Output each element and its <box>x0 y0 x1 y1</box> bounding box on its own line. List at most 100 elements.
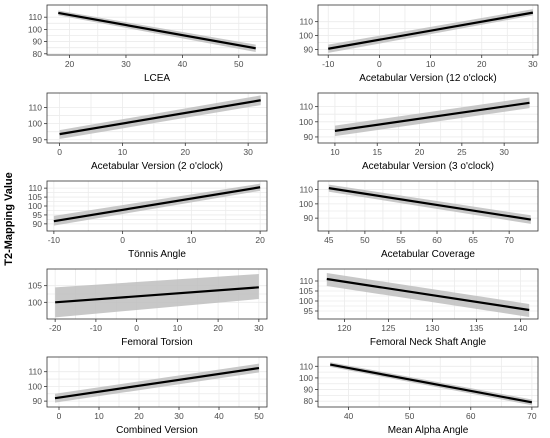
x-tick-label: 50 <box>234 59 244 69</box>
y-tick-label: 100 <box>299 199 313 209</box>
regression-line <box>53 186 261 223</box>
panel-border <box>46 92 268 144</box>
x-tick-label: 135 <box>469 323 483 333</box>
x-tick-label: 0 <box>57 147 62 157</box>
x-axis-label: Acetabular Coverage <box>381 249 475 260</box>
chart-panel-9: 0 10 20 30 40 50 90 100 110 Combined Version <box>28 356 268 436</box>
y-tick-label: 105 <box>28 281 42 291</box>
panel-border <box>317 268 539 320</box>
x-axis-label: Combined Version <box>116 425 198 436</box>
y-tick-label: 100 <box>28 297 42 307</box>
y-tick-label: 110 <box>299 17 313 27</box>
x-tick-label: 0 <box>120 235 125 245</box>
x-tick-label: 0 <box>134 323 139 333</box>
x-tick-label: 10 <box>173 323 183 333</box>
y-tick-label: 100 <box>299 31 313 41</box>
x-tick-label: 30 <box>499 147 509 157</box>
chart-panel-6: 45 50 55 60 65 70 90 100 110 Acetabular Coverage <box>299 180 539 260</box>
x-tick-label: -10 <box>90 323 103 333</box>
x-tick-label: 30 <box>254 323 264 333</box>
y-tick-label: 110 <box>299 102 313 112</box>
x-tick-label: 10 <box>330 147 340 157</box>
x-tick-label: 50 <box>360 235 370 245</box>
x-tick-label: 50 <box>254 411 264 421</box>
x-tick-label: 20 <box>477 59 487 69</box>
x-tick-label: 15 <box>372 147 382 157</box>
y-tick-label: 90 <box>33 219 43 229</box>
panel-border <box>317 356 539 408</box>
x-tick-label: 40 <box>178 59 188 69</box>
panel-border <box>46 4 268 56</box>
x-axis-label: LCEA <box>144 73 170 84</box>
y-tick-label: 110 <box>28 183 42 193</box>
chart-panel-3: 0 10 20 30 90 100 110 Acetabular Version (2 o'c… <box>28 92 268 172</box>
chart-panel-7: -20 -10 0 10 20 30 100 105 Femoral Torsion <box>28 268 268 348</box>
y-tick-label: 90 <box>304 385 314 395</box>
x-tick-label: 30 <box>174 411 184 421</box>
chart-panel-2: -10 0 10 20 30 90 100 110 Acetabular Version (12… <box>299 4 539 84</box>
x-tick-label: 20 <box>65 59 75 69</box>
x-tick-label: 130 <box>425 323 439 333</box>
y-tick-label: 105 <box>28 192 42 202</box>
x-tick-label: 0 <box>377 59 382 69</box>
y-tick-label: 110 <box>28 12 42 22</box>
y-tick-label: 80 <box>33 49 43 59</box>
x-tick-label: 20 <box>213 323 223 333</box>
x-tick-label: -20 <box>49 323 62 333</box>
y-tick-label: 80 <box>304 396 314 406</box>
panel-border <box>317 92 539 144</box>
x-tick-label: 40 <box>214 411 224 421</box>
y-tick-label: 110 <box>299 361 313 371</box>
x-tick-label: 60 <box>466 411 476 421</box>
x-axis-label: Acetabular Version (12 o'clock) <box>359 73 497 84</box>
y-tick-label: 90 <box>33 396 43 406</box>
x-tick-label: 0 <box>57 411 62 421</box>
x-tick-label: 30 <box>528 59 538 69</box>
x-tick-label: 65 <box>468 235 478 245</box>
x-axis-label: Acetabular Version (2 o'clock) <box>91 161 223 172</box>
y-tick-label: 100 <box>299 373 313 383</box>
x-axis-label: Femoral Torsion <box>121 337 193 348</box>
x-axis-label: Acetabular Version (3 o'clock) <box>362 161 494 172</box>
regression-line <box>58 11 256 50</box>
x-tick-label: 30 <box>243 147 253 157</box>
panel-border <box>46 356 268 408</box>
x-tick-label: 45 <box>324 235 334 245</box>
y-tick-label: 100 <box>299 296 313 306</box>
y-tick-label: 90 <box>304 44 314 54</box>
y-tick-label: 90 <box>304 213 314 223</box>
y-tick-label: 100 <box>299 117 313 127</box>
x-tick-label: 20 <box>181 147 191 157</box>
x-tick-label: 20 <box>415 147 425 157</box>
x-axis-label: Mean Alpha Angle <box>388 425 469 436</box>
y-tick-label: 110 <box>299 276 313 286</box>
x-tick-label: 10 <box>94 411 104 421</box>
x-tick-label: 10 <box>426 59 436 69</box>
y-tick-label: 90 <box>304 132 314 142</box>
x-axis-label: Tönnis Angle <box>128 249 186 260</box>
y-tick-label: 110 <box>28 103 42 113</box>
y-tick-label: 100 <box>28 24 42 34</box>
regression-line <box>326 277 530 312</box>
y-tick-label: 100 <box>28 119 42 129</box>
y-tick-label: 105 <box>299 286 313 296</box>
y-tick-label: 100 <box>28 201 42 211</box>
x-tick-label: 40 <box>344 411 354 421</box>
regression-line <box>334 101 530 132</box>
regression-line <box>330 363 533 404</box>
y-tick-label: 110 <box>299 185 313 195</box>
regression-line <box>59 99 261 136</box>
panel-border <box>317 180 539 232</box>
chart-panel-1: 20 30 40 50 80 90 100 110 LCEA <box>28 4 268 84</box>
x-tick-label: 70 <box>527 411 537 421</box>
x-tick-label: 55 <box>396 235 406 245</box>
regression-line <box>54 366 260 400</box>
x-tick-label: 70 <box>504 235 514 245</box>
x-tick-label: 20 <box>134 411 144 421</box>
x-tick-label: 10 <box>187 235 197 245</box>
